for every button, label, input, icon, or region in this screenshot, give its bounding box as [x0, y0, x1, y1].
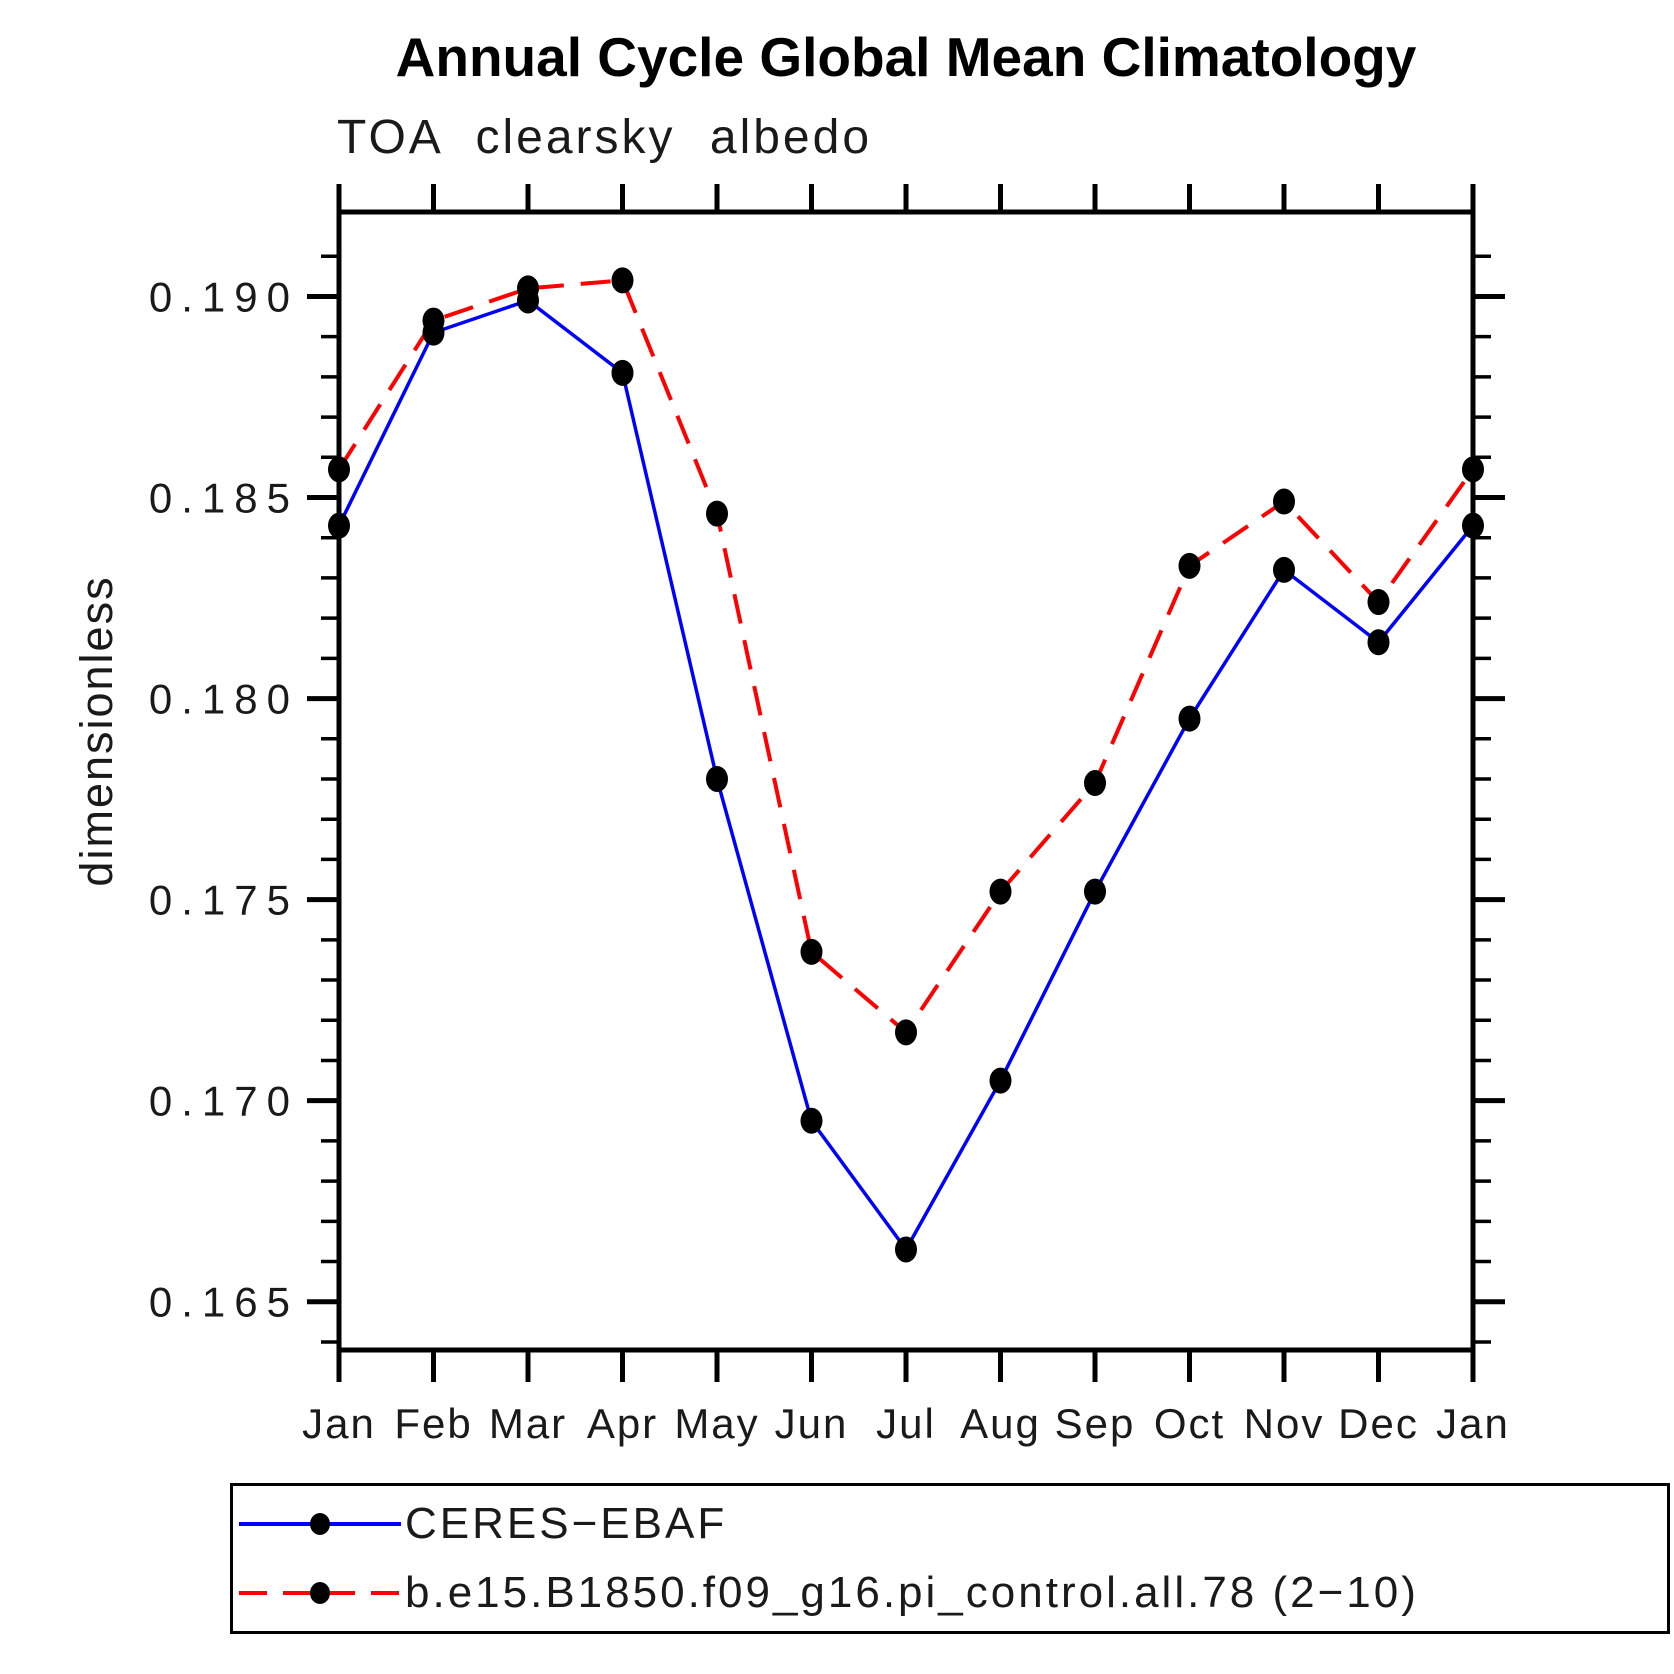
x-tick-label: Apr	[587, 1400, 658, 1447]
x-tick-label: Nov	[1244, 1400, 1325, 1447]
data-point	[328, 512, 350, 539]
x-tick-label: Jul	[876, 1400, 936, 1447]
chart-subtitle: TOA clearsky albedo	[337, 111, 873, 164]
y-tick-label: 0.180	[149, 676, 299, 723]
data-point	[1462, 456, 1484, 483]
x-tick-label: Dec	[1338, 1400, 1419, 1447]
y-tick-label: 0.190	[149, 273, 299, 320]
x-tick-label: Jan	[302, 1400, 376, 1447]
y-tick-label: 0.170	[149, 1078, 299, 1125]
x-tick-label: Oct	[1154, 1400, 1225, 1447]
data-point	[517, 275, 539, 302]
plot-frame	[336, 209, 1476, 1353]
chart-title: Annual Cycle Global Mean Climatology	[395, 26, 1417, 88]
data-point	[989, 1067, 1012, 1094]
data-point	[895, 1236, 917, 1263]
data-point	[895, 1019, 917, 1046]
legend-key-dashed-line	[239, 1582, 401, 1604]
data-point	[1084, 770, 1106, 797]
legend: CERES−EBAF b.e15.B1850.f09_g16.pi_contro…	[230, 1483, 1670, 1634]
data-point	[1367, 589, 1390, 616]
x-tick-label: Feb	[394, 1400, 472, 1447]
data-point	[706, 765, 728, 792]
data-point	[706, 500, 728, 527]
data-point	[989, 878, 1012, 905]
data-point	[611, 359, 634, 386]
data-point	[1273, 488, 1295, 515]
legend-marker-dot	[310, 1513, 330, 1535]
x-tick-label: Jan	[1436, 1400, 1510, 1447]
data-point	[800, 938, 823, 965]
data-point	[611, 267, 634, 294]
legend-marker-dot	[310, 1582, 330, 1604]
legend-label-model: b.e15.B1850.f09_g16.pi_control.all.78 (2…	[405, 1568, 1419, 1617]
legend-row-model: b.e15.B1850.f09_g16.pi_control.all.78 (2…	[233, 1562, 1667, 1624]
series-line-model	[337, 278, 1475, 1036]
x-tick-label: Jun	[775, 1400, 849, 1447]
x-tick-label: Mar	[489, 1400, 567, 1447]
data-point	[800, 1107, 823, 1134]
series-line-ceres-ebaf	[337, 298, 1475, 1253]
data-point	[1273, 556, 1295, 583]
x-tick-label: May	[674, 1400, 759, 1447]
legend-row-ceres: CERES−EBAF	[233, 1493, 1667, 1555]
data-point	[1367, 629, 1390, 656]
y-tick-label: 0.185	[149, 475, 299, 522]
data-point	[1084, 878, 1106, 905]
data-point	[328, 456, 350, 483]
x-tick-label: Aug	[960, 1400, 1041, 1447]
data-point	[422, 307, 445, 334]
legend-key-solid-line	[239, 1513, 401, 1535]
data-point	[1178, 705, 1201, 732]
x-tick-label: Sep	[1055, 1400, 1136, 1447]
legend-label-ceres: CERES−EBAF	[405, 1499, 728, 1548]
data-point	[1462, 512, 1484, 539]
y-tick-label: 0.165	[149, 1279, 299, 1326]
y-tick-label: 0.175	[149, 877, 299, 924]
data-point	[1178, 552, 1201, 579]
